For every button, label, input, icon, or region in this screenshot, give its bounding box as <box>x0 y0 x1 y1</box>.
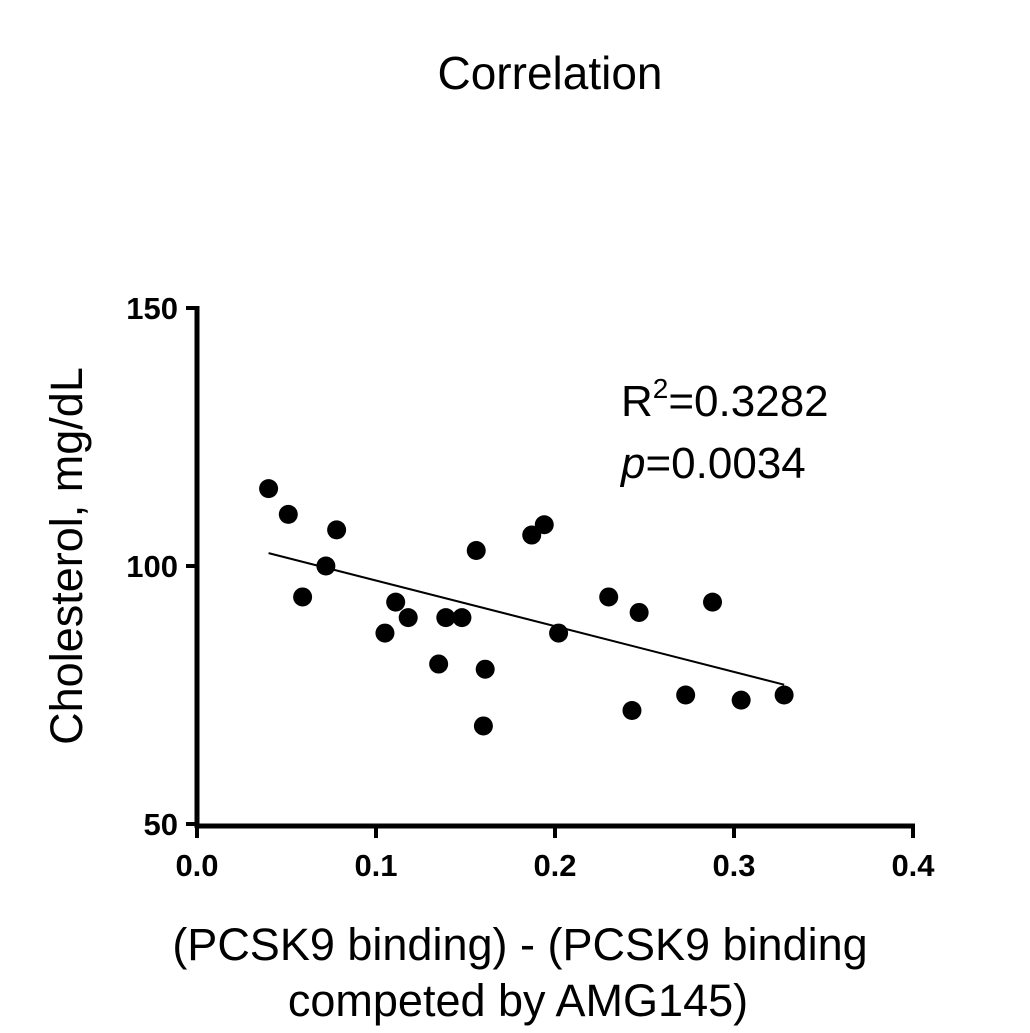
x-tick-label: 0.0 <box>175 848 218 883</box>
data-point <box>599 587 619 607</box>
data-point <box>398 608 418 628</box>
data-points <box>259 479 794 736</box>
data-point <box>278 504 298 524</box>
x-tick-label: 0.2 <box>533 848 576 883</box>
data-point <box>375 623 395 643</box>
data-point <box>534 515 554 535</box>
p-label: p <box>619 439 645 488</box>
y-axis-ticks: 50 100 150 <box>126 291 197 842</box>
y-tick-label: 150 <box>126 291 178 326</box>
chart-title: Correlation <box>438 47 663 99</box>
r2-value: =0.3282 <box>668 377 828 426</box>
r2-superscript: 2 <box>653 373 669 404</box>
data-point <box>629 602 649 622</box>
data-point <box>676 685 696 705</box>
data-point <box>316 556 336 576</box>
r2-label: R <box>621 377 653 426</box>
data-point <box>452 608 472 628</box>
trendline-group <box>268 552 785 686</box>
x-axis-ticks: 0.0 0.1 0.2 0.3 0.4 <box>175 824 935 883</box>
data-point <box>293 587 313 607</box>
data-point <box>549 623 569 643</box>
x-axis-label-line1: (PCSK9 binding) - (PCSK9 binding <box>172 919 867 970</box>
data-point <box>259 479 279 499</box>
x-tick-label: 0.1 <box>354 848 397 883</box>
y-tick-label: 100 <box>126 549 178 584</box>
data-point <box>475 659 495 679</box>
data-point <box>429 654 449 674</box>
regression-line <box>268 552 785 686</box>
x-axis-label-line2: competed by AMG145) <box>288 975 748 1026</box>
data-point <box>731 690 751 710</box>
data-point <box>473 716 493 736</box>
data-point <box>703 592 723 612</box>
data-point <box>327 520 347 540</box>
x-tick-label: 0.3 <box>712 848 755 883</box>
data-point <box>436 608 456 628</box>
data-point <box>522 525 542 545</box>
x-tick-label: 0.4 <box>891 848 935 883</box>
p-value-annotation: p=0.0034 <box>619 439 806 488</box>
data-point <box>466 541 486 561</box>
p-value: =0.0034 <box>645 439 805 488</box>
y-axis-label: Cholesterol, mg/dL <box>41 367 92 745</box>
data-point <box>386 592 406 612</box>
data-point <box>622 700 642 720</box>
y-tick-label: 50 <box>144 807 178 842</box>
data-point <box>774 685 794 705</box>
r-squared-annotation: R2=0.3282 <box>621 373 829 426</box>
